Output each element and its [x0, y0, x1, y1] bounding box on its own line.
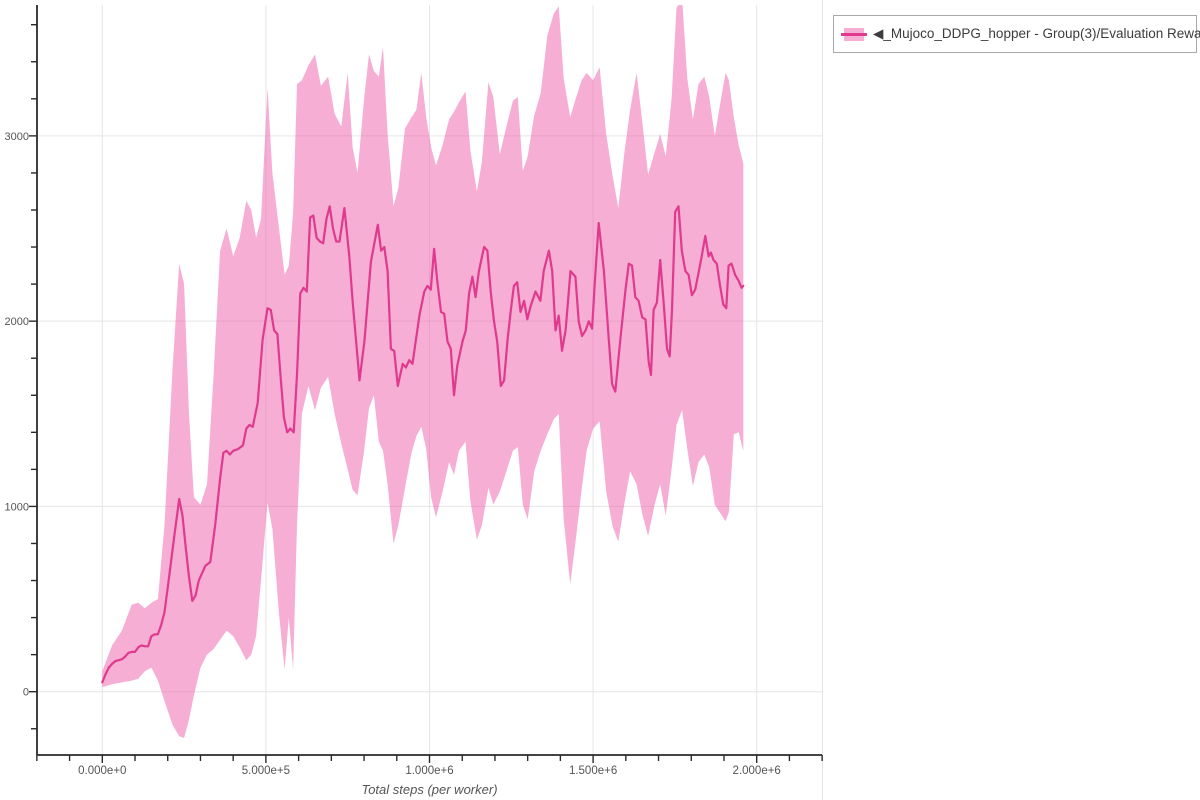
x-tick-label: 0.000e+0 [78, 765, 126, 777]
x-tick-label: 2.000e+6 [733, 765, 781, 777]
x-tick-label: 1.000e+6 [405, 765, 453, 777]
y-tick-label: 0 [23, 687, 29, 699]
x-tick-label: 1.500e+6 [569, 765, 617, 777]
legend-series-label[interactable]: ◀_Mujoco_DDPG_hopper - Group(3)/Evaluati… [873, 26, 1200, 41]
legend[interactable]: ◀_Mujoco_DDPG_hopper - Group(3)/Evaluati… [833, 15, 1200, 53]
mean-reward-line [101, 205, 745, 684]
y-tick-label: 1000 [5, 501, 29, 513]
y-tick-label: 3000 [5, 131, 29, 143]
legend-swatch-band-line-icon [841, 27, 867, 41]
legend-line-color [841, 32, 867, 36]
x-axis-title: Total steps (per worker) [361, 782, 498, 797]
y-tick-label: 2000 [5, 316, 29, 328]
x-tick-label: 5.000e+5 [242, 765, 290, 777]
confidence-band [102, 5, 744, 738]
